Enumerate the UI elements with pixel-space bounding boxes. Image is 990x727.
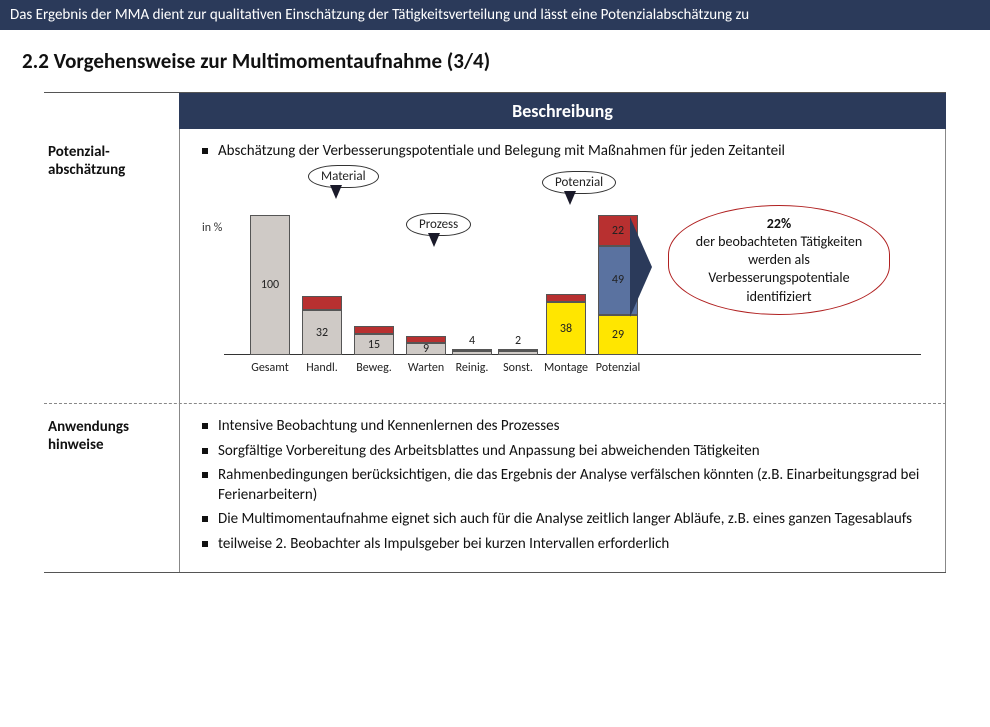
row-anwendungshinweise: Anwendungs hinweise Intensive Beobachtun… (44, 404, 946, 572)
hint-item: Intensive Beobachtung und Kennenlernen d… (202, 416, 931, 436)
bar-segment: 9 (406, 343, 446, 356)
bar-beweg: 15 (354, 326, 394, 355)
content-area: Beschreibung Potenzial- abschätzung Absc… (0, 92, 990, 573)
bar-warten: 9 (406, 336, 446, 356)
bar-handl: 32 (302, 296, 342, 355)
hint-item: teilweise 2. Beobachter als Impulsgeber … (202, 534, 931, 554)
category-label: Gesamt (251, 361, 288, 375)
callout-material: Material (308, 165, 379, 188)
row-label-line1: Potenzial- (48, 143, 110, 161)
row-label-anwendung: Anwendungs hinweise (44, 404, 179, 572)
bar-segment: 29 (598, 315, 638, 356)
bar-sonst: 2 (498, 334, 538, 355)
callout-potenzial: Potenzial (542, 171, 616, 194)
bar-gesamt: 100 (250, 215, 290, 355)
callout-pointer (564, 191, 576, 205)
bar-segment: 100 (250, 215, 290, 355)
category-label: Handl. (306, 361, 338, 375)
hint-item: Rahmenbedingungen berücksichtigen, die d… (202, 465, 931, 506)
category-label: Potenzial (596, 361, 640, 375)
bar-segment (302, 296, 342, 310)
category-label: Warten (408, 361, 444, 375)
bar-segment: 32 (302, 310, 342, 355)
callout-pointer (330, 185, 342, 199)
row-content-potenzial: Abschätzung der Verbesserungspotentiale … (179, 129, 946, 403)
page-title: 2.2 Vorgehensweise zur Multimomentaufnah… (0, 30, 990, 92)
conclusion-ellipse: 22%der beobachteten Tätigkeiten werden a… (668, 205, 890, 315)
bar-montage: 38 (546, 294, 586, 356)
bar-segment: 15 (354, 334, 394, 355)
row-potenzialabschaetzung: Potenzial- abschätzung Abschätzung der V… (44, 129, 946, 404)
top-banner: Das Ergebnis der MMA dient zur qualitati… (0, 0, 990, 30)
bar-segment: 38 (546, 302, 586, 355)
bullet-potenzial-intro: Abschätzung der Verbesserungspotentiale … (202, 141, 931, 161)
y-axis-label: in % (202, 221, 222, 235)
bar-reinig: 4 (452, 334, 492, 355)
column-header-beschreibung: Beschreibung (179, 93, 946, 129)
bar-segment (354, 326, 394, 334)
category-label: Montage (544, 361, 588, 375)
layout-table: Beschreibung Potenzial- abschätzung Absc… (44, 92, 946, 573)
category-label: Beweg. (356, 361, 392, 375)
table-header-row: Beschreibung (44, 93, 946, 129)
potential-chart: in % 100 Gesamt 32 Handl. 15 Beweg. 9 Warten 4 Re… (198, 169, 931, 389)
row-label-line1b: Anwendungs (48, 418, 129, 436)
callout-pointer (428, 233, 440, 247)
hint-item: Sorgfältige Vorbereitung des Arbeitsblat… (202, 441, 931, 461)
hints-list: Intensive Beobachtung und Kennenlernen d… (198, 416, 931, 554)
category-label: Reinig. (456, 361, 489, 375)
arrow-triangle-icon (630, 217, 652, 317)
category-label: Sonst. (503, 361, 533, 375)
row-label-line2: abschätzung (48, 161, 125, 179)
bar-value-label: 2 (515, 334, 521, 348)
bar-segment (546, 294, 586, 302)
bar-value-label: 4 (469, 334, 475, 348)
row-content-anwendung: Intensive Beobachtung und Kennenlernen d… (179, 404, 946, 572)
row-label-potenzial: Potenzial- abschätzung (44, 129, 179, 403)
row-label-line2b: hinweise (48, 436, 104, 454)
hint-item: Die Multimomentaufnahme eignet sich auch… (202, 509, 931, 529)
